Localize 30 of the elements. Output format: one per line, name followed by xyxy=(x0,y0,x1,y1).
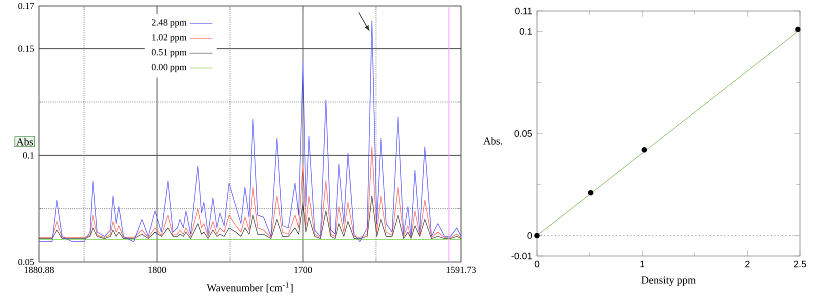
x-tick-label: 1800 xyxy=(148,266,166,274)
legend-label: 0.51 ppm xyxy=(152,49,187,58)
x-tick-label: 1 xyxy=(640,260,644,268)
point xyxy=(795,26,801,32)
y-tick-label: 0.1 xyxy=(22,152,34,158)
legend-label: 0.00 ppm xyxy=(152,64,187,72)
y-tick-label: 0.05 xyxy=(18,258,34,266)
y-axis-title: Abs xyxy=(16,138,34,146)
x-tick-label: 0 xyxy=(534,260,540,268)
legend-label: 2.48 ppm xyxy=(152,19,187,28)
x-axis-title: Wavenumber [cm$^{-1}$] xyxy=(206,282,293,293)
x-tick-label: 2.5 xyxy=(794,260,806,268)
y-tick-label: 0.17 xyxy=(18,2,34,10)
y-tick-label: 0.11 xyxy=(515,8,532,14)
x-tick-label: 1591.73 xyxy=(446,266,476,274)
point xyxy=(642,147,648,153)
y-tick-label: 0.05 xyxy=(514,130,532,137)
y-tick-label: -0.01 xyxy=(511,252,532,260)
x-tick-label: 1700 xyxy=(294,266,312,274)
y-tick-label: 0.15 xyxy=(18,45,34,52)
y-axis-title: Abs. xyxy=(483,137,502,145)
x-tick-label: 2 xyxy=(745,260,750,268)
legend-label: 1.02 ppm xyxy=(152,34,187,42)
point xyxy=(588,190,594,196)
x-axis-title: Density ppm xyxy=(641,276,696,286)
y-tick-label: 0.1 xyxy=(520,28,532,35)
point xyxy=(534,232,540,238)
y-tick-label: 0 xyxy=(527,232,532,239)
x-tick-label: 1880.88 xyxy=(24,266,54,274)
line-series xyxy=(38,20,462,242)
